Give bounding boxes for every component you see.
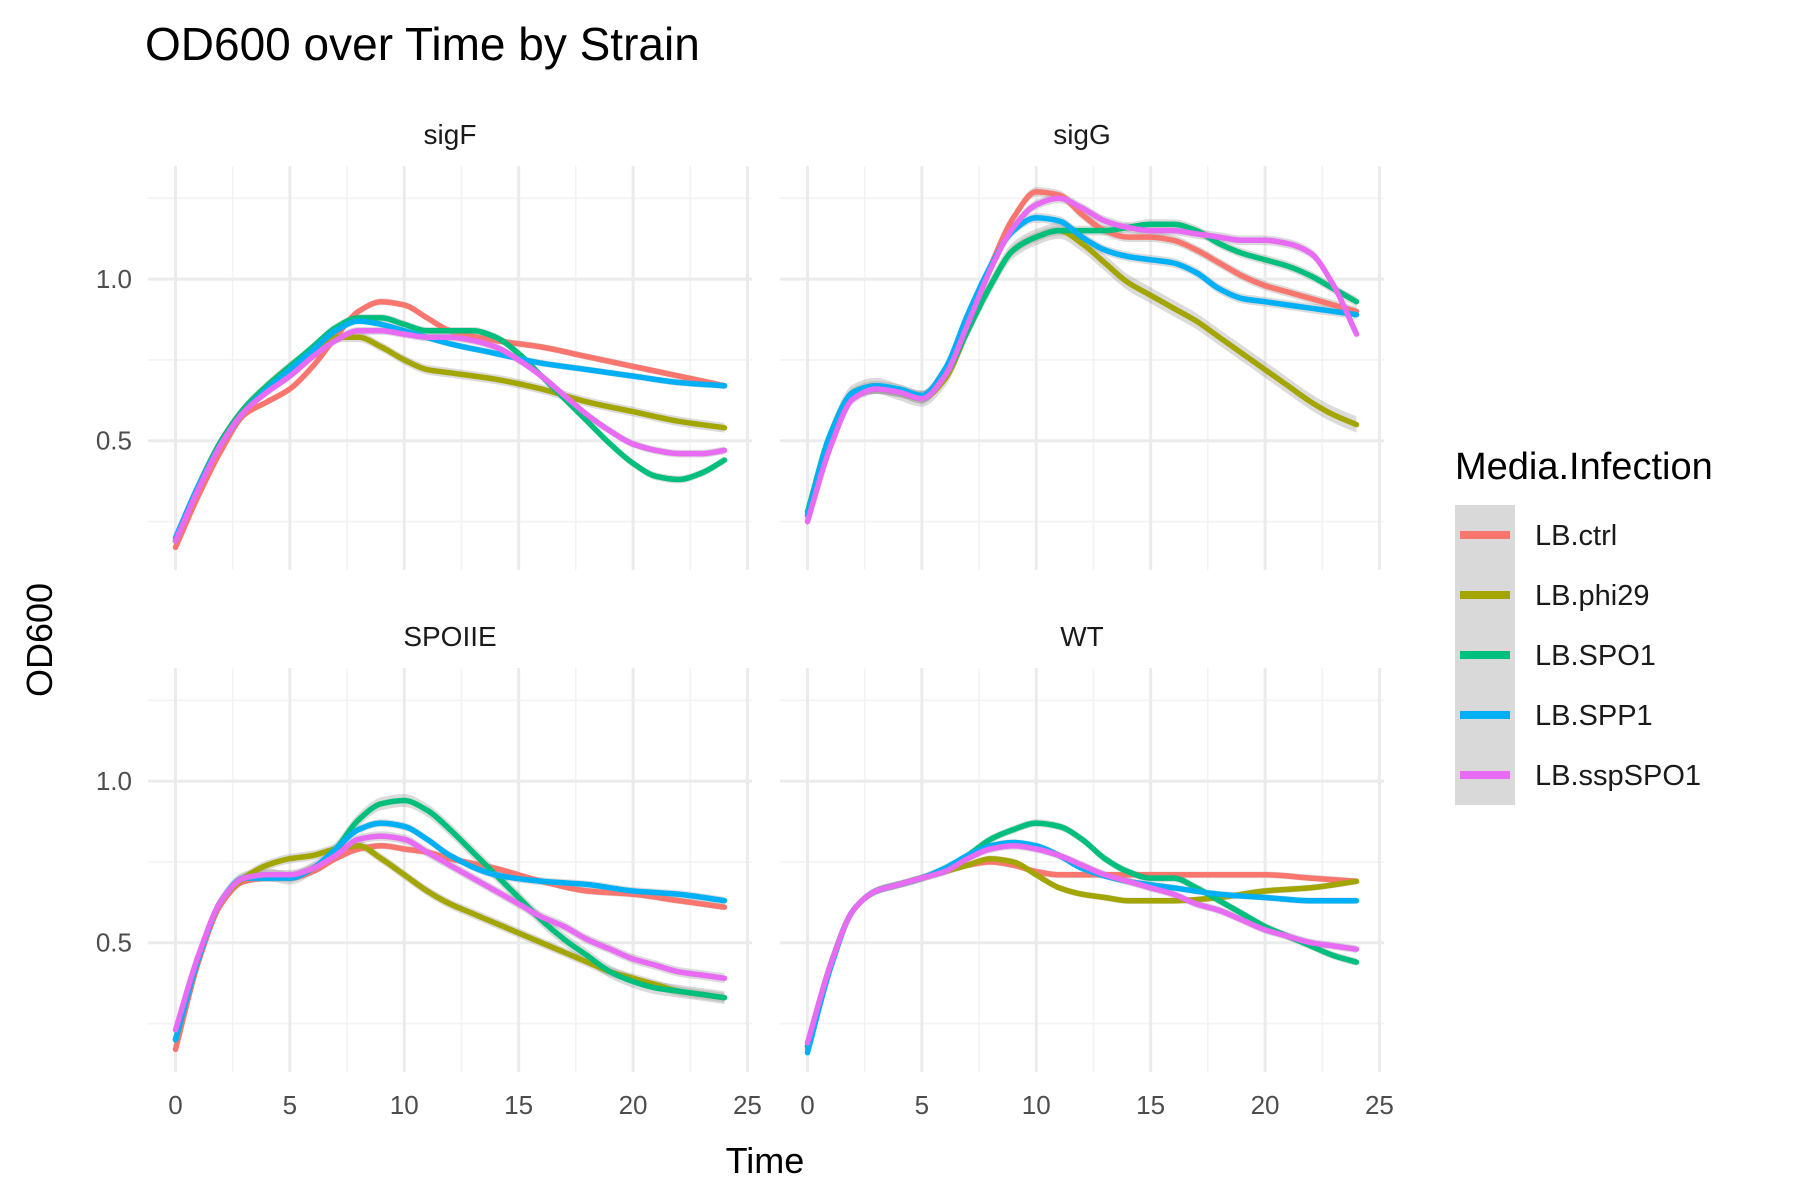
x-tick-label: 15	[1136, 1090, 1165, 1120]
y-tick-label: 0.5	[96, 928, 132, 958]
legend-label: LB.phi29	[1535, 580, 1650, 612]
gridlines	[780, 668, 1384, 1072]
confidence-band-lb-spp1	[175, 317, 725, 541]
confidence-band-lb-spo1	[175, 314, 725, 545]
series-line-lb-phi29	[804, 227, 1360, 518]
confidence-band-lb-phi29	[175, 332, 725, 546]
y-tick-label: 1.0	[96, 264, 132, 294]
x-tick-label: 15	[504, 1090, 533, 1120]
series-lines	[804, 820, 1360, 1056]
gridlines	[148, 668, 752, 1072]
series-line-lb-spp1	[804, 214, 1360, 518]
confidence-bands	[807, 819, 1357, 1056]
legend-label: LB.sspSPO1	[1535, 760, 1701, 792]
legend-item-lb-spp1: LB.SPP1	[1460, 700, 1653, 732]
legend-item-lb-sspspo1: LB.sspSPO1	[1460, 760, 1701, 792]
legend-label: LB.SPP1	[1535, 700, 1653, 732]
facet-label-wt: WT	[1060, 621, 1104, 652]
y-tick-label: 0.5	[96, 426, 132, 456]
series-line-lb-sspspo1	[804, 195, 1360, 525]
legend-label: LB.ctrl	[1535, 520, 1617, 552]
x-tick-label: 10	[1022, 1090, 1051, 1120]
x-tick-label: 20	[619, 1090, 648, 1120]
chart-title: OD600 over Time by Strain	[145, 18, 700, 70]
facet-panels: sigF 0.5 1.0 sigG SPOIIE 0.5 1.0 0 5 10 15 20 25 WT 0 5…	[96, 119, 1394, 1120]
legend-item-lb-spo1: LB.SPO1	[1460, 640, 1656, 672]
facet-panel-spoiie: SPOIIE 0.5 1.0 0 5 10 15 20 25	[96, 621, 762, 1120]
legend: Media.Infection LB.ctrlLB.phi29LB.SPO1LB…	[1455, 446, 1713, 805]
facet-panel-sigg: sigG	[780, 119, 1384, 570]
x-tick-label: 0	[168, 1090, 182, 1120]
series-line-lb-sspspo1	[172, 328, 728, 544]
facet-label-sigf: sigF	[424, 119, 477, 150]
gridlines	[148, 166, 752, 570]
x-tick-label: 25	[1365, 1090, 1394, 1120]
facet-label-spoiie: SPOIIE	[403, 621, 496, 652]
facet-panel-sigf: sigF 0.5 1.0	[96, 119, 752, 570]
y-axis-title: OD600	[19, 583, 60, 697]
series-line-lb-phi29	[172, 843, 728, 1043]
legend-item-lb-ctrl: LB.ctrl	[1460, 520, 1617, 552]
x-tick-label: 25	[733, 1090, 762, 1120]
facet-panel-wt: WT 0 5 10 15 20 25	[780, 621, 1394, 1120]
series-lines	[172, 298, 728, 551]
x-tick-label: 5	[283, 1090, 297, 1120]
series-line-lb-sspspo1	[172, 833, 728, 1033]
series-line-lb-spp1	[172, 318, 728, 541]
series-line-lb-spo1	[172, 797, 728, 1043]
series-lines	[172, 797, 728, 1053]
y-tick-label: 1.0	[96, 766, 132, 796]
x-tick-label: 5	[915, 1090, 929, 1120]
x-tick-label: 0	[800, 1090, 814, 1120]
legend-label: LB.SPO1	[1535, 640, 1656, 672]
x-axis-title: Time	[726, 1140, 805, 1181]
series-lines	[804, 189, 1360, 525]
legend-item-lb-phi29: LB.phi29	[1460, 580, 1650, 612]
legend-items: LB.ctrl LB.phi29 LB.SPO1 LB.SPP1 LB.sspSPO1	[1460, 520, 1701, 792]
series-line-lb-sspspo1	[804, 843, 1360, 1046]
legend-title: Media.Infection	[1455, 446, 1713, 488]
x-tick-label: 20	[1251, 1090, 1280, 1120]
series-line-lb-spo1	[172, 315, 728, 544]
facet-label-sigg: sigG	[1053, 119, 1111, 150]
x-tick-label: 10	[390, 1090, 419, 1120]
series-line-lb-spp1	[172, 820, 728, 1043]
